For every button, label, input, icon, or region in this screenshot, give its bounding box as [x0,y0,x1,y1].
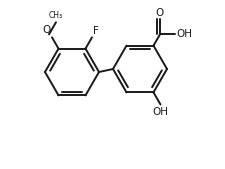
Text: O: O [156,8,164,18]
Text: CH₃: CH₃ [49,11,63,20]
Text: O: O [43,25,51,35]
Text: F: F [93,26,99,36]
Text: OH: OH [176,29,192,39]
Text: OH: OH [153,106,169,116]
